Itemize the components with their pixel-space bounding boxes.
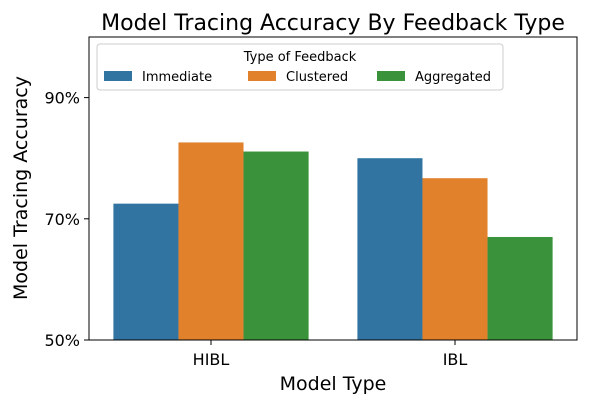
legend-label-immediate: Immediate [142,70,212,85]
bar-hibl-aggregated [243,151,309,340]
x-axis-label: Model Type [280,373,387,395]
x-tick-label: IBL [443,350,468,369]
legend-label-aggregated: Aggregated [415,70,491,85]
y-tick-label: 50% [44,331,80,350]
chart-title: Model Tracing Accuracy By Feedback Type [101,11,565,36]
legend: Type of Feedback Immediate Clustered Aggre… [96,43,504,91]
bar-ibl-aggregated [487,236,553,340]
y-axis-label: Model Tracing Accuracy [10,76,32,300]
plot-frame [88,36,578,341]
legend-title: Type of Feedback [243,50,357,65]
y-tick-label: 90% [44,89,80,108]
bar-hibl-clustered [178,142,244,340]
bar-ibl-clustered [422,178,488,340]
y-tick-label: 70% [44,210,80,229]
legend-swatch-clustered [248,71,276,81]
x-tick-label: HIBL [193,350,230,369]
bar-hibl-immediate [113,203,179,340]
y-axis: 50% 70% 90% [44,89,89,350]
legend-swatch-immediate [104,71,132,81]
legend-swatch-aggregated [377,71,405,81]
x-axis: HIBL IBL [193,340,468,369]
bar-ibl-immediate [357,158,423,340]
plot-area [113,142,553,340]
legend-label-clustered: Clustered [286,70,348,85]
legend-items: Immediate Clustered Aggregated [104,70,491,85]
